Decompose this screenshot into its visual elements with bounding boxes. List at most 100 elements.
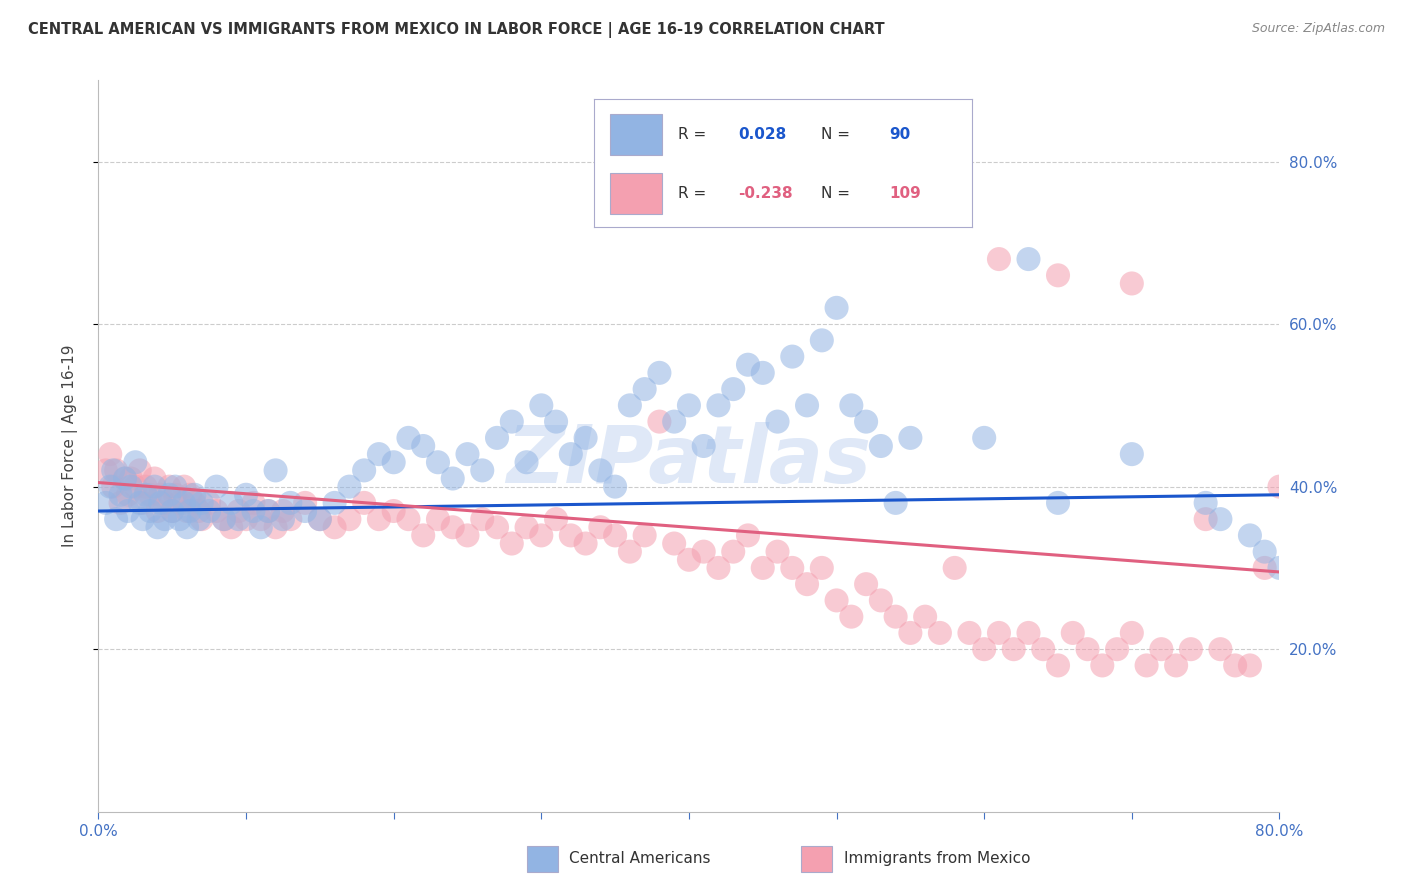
- Point: [412, 439, 434, 453]
- Text: CENTRAL AMERICAN VS IMMIGRANTS FROM MEXICO IN LABOR FORCE | AGE 16-19 CORRELATIO: CENTRAL AMERICAN VS IMMIGRANTS FROM MEXI…: [28, 22, 884, 38]
- Point: [165, 480, 187, 494]
- Point: [605, 480, 627, 494]
- Point: [929, 626, 952, 640]
- Point: [221, 496, 243, 510]
- Point: [110, 488, 132, 502]
- Point: [242, 504, 264, 518]
- Point: [221, 520, 243, 534]
- Point: [165, 488, 187, 502]
- Point: [1180, 642, 1202, 657]
- Point: [228, 512, 250, 526]
- Point: [870, 439, 893, 453]
- Point: [1018, 626, 1040, 640]
- Point: [412, 528, 434, 542]
- Point: [1136, 658, 1159, 673]
- Point: [135, 488, 157, 502]
- Point: [368, 447, 391, 461]
- Point: [235, 488, 257, 502]
- Point: [546, 415, 568, 429]
- Point: [1268, 480, 1291, 494]
- Point: [841, 398, 863, 412]
- Point: [187, 512, 209, 526]
- Point: [382, 455, 405, 469]
- Point: [271, 504, 294, 518]
- Point: [205, 504, 228, 518]
- Point: [501, 536, 523, 550]
- Point: [117, 504, 139, 518]
- Point: [855, 577, 877, 591]
- Point: [153, 496, 176, 510]
- Point: [128, 463, 150, 477]
- Point: [146, 504, 169, 518]
- Point: [132, 512, 155, 526]
- Point: [457, 528, 479, 542]
- Point: [198, 496, 221, 510]
- Point: [1121, 626, 1143, 640]
- Point: [103, 480, 125, 494]
- Point: [153, 512, 176, 526]
- Point: [120, 471, 142, 485]
- Point: [157, 480, 180, 494]
- Point: [157, 488, 180, 502]
- Point: [124, 455, 146, 469]
- Point: [634, 528, 657, 542]
- Point: [280, 496, 302, 510]
- Point: [752, 561, 775, 575]
- Point: [149, 488, 172, 502]
- Point: [1091, 658, 1114, 673]
- Point: [1046, 658, 1070, 673]
- Point: [1046, 496, 1070, 510]
- Y-axis label: In Labor Force | Age 16-19: In Labor Force | Age 16-19: [62, 344, 77, 548]
- Point: [648, 415, 671, 429]
- Point: [900, 626, 922, 640]
- Point: [169, 512, 191, 526]
- Point: [1209, 512, 1232, 526]
- Point: [1254, 561, 1277, 575]
- Point: [179, 488, 201, 502]
- Point: [117, 488, 139, 502]
- Point: [530, 528, 553, 542]
- Point: [605, 528, 627, 542]
- Point: [353, 463, 375, 477]
- Point: [1195, 512, 1218, 526]
- Point: [169, 496, 191, 510]
- Text: ZIPatlas: ZIPatlas: [506, 422, 872, 500]
- Point: [973, 431, 995, 445]
- Point: [959, 626, 981, 640]
- Point: [1166, 658, 1188, 673]
- Point: [723, 382, 745, 396]
- Point: [634, 382, 657, 396]
- Point: [589, 520, 612, 534]
- Point: [575, 536, 598, 550]
- Point: [693, 544, 716, 558]
- Point: [323, 520, 346, 534]
- Point: [1121, 447, 1143, 461]
- Point: [457, 447, 479, 461]
- Point: [1032, 642, 1054, 657]
- Point: [250, 512, 273, 526]
- Point: [183, 496, 205, 510]
- Point: [1018, 252, 1040, 266]
- Point: [560, 447, 582, 461]
- Point: [103, 463, 125, 477]
- Point: [176, 520, 198, 534]
- Point: [162, 504, 183, 518]
- Point: [678, 398, 700, 412]
- Point: [1062, 626, 1084, 640]
- Point: [737, 528, 759, 542]
- Point: [205, 480, 228, 494]
- Point: [900, 431, 922, 445]
- Point: [766, 544, 789, 558]
- Point: [339, 512, 361, 526]
- Point: [173, 496, 195, 510]
- Point: [235, 512, 257, 526]
- Point: [280, 512, 302, 526]
- Point: [1107, 642, 1129, 657]
- Point: [187, 504, 209, 518]
- Point: [1209, 642, 1232, 657]
- Point: [294, 496, 316, 510]
- Point: [198, 504, 221, 518]
- Point: [589, 463, 612, 477]
- Point: [988, 252, 1011, 266]
- Point: [1046, 268, 1070, 283]
